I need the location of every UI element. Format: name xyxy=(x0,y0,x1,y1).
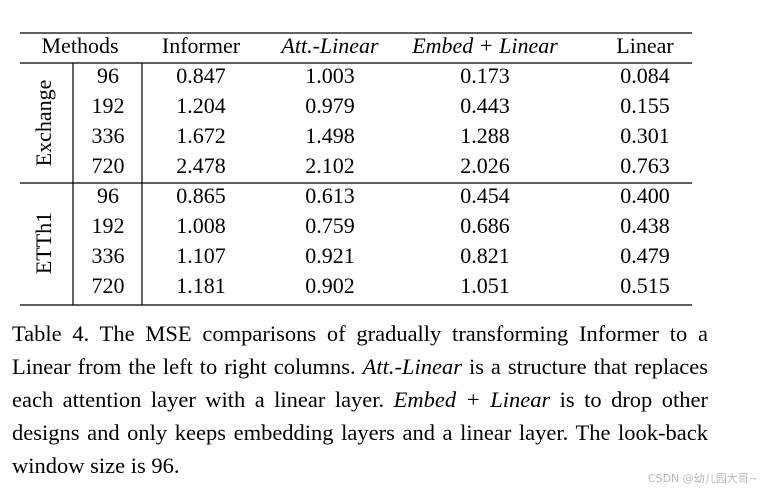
mse-cell: 0.686 xyxy=(460,213,510,238)
group-label: ETTh1 xyxy=(31,212,56,274)
mse-cell: 2.026 xyxy=(460,153,510,178)
mse-cell: 1.181 xyxy=(176,273,226,298)
mse-cell: 0.173 xyxy=(460,63,510,88)
horizon-cell: 96 xyxy=(97,183,119,208)
column-header: Att.-Linear xyxy=(279,33,379,58)
column-header: Informer xyxy=(162,33,241,58)
caption-text: Att.-Linear xyxy=(362,354,462,379)
mse-cell: 0.084 xyxy=(620,63,670,88)
results-table: Methods Informer Att.-Linear Embed + Linear… xyxy=(20,32,692,306)
mse-cell: 0.479 xyxy=(620,243,670,268)
horizon-cell: 336 xyxy=(92,123,125,148)
caption: Table 4. The MSE comparisons of graduall… xyxy=(12,317,708,482)
mse-cell: 0.979 xyxy=(305,93,355,118)
mse-cell: 1.204 xyxy=(176,93,226,118)
mse-cell: 0.921 xyxy=(305,243,355,268)
horizon-cell: 192 xyxy=(92,213,125,238)
mse-cell: 0.515 xyxy=(620,273,670,298)
column-header: Embed + Linear xyxy=(411,33,558,58)
mse-cell: 0.301 xyxy=(620,123,670,148)
mse-cell: 1.107 xyxy=(176,243,226,268)
caption-text: is to drop other designs and only keeps … xyxy=(12,387,708,478)
caption-text: Embed + Linear xyxy=(393,387,551,412)
mse-cell: 0.847 xyxy=(176,63,226,88)
mse-cell: 1.003 xyxy=(305,63,355,88)
mse-cell: 1.672 xyxy=(176,123,226,148)
mse-cell: 1.288 xyxy=(460,123,510,148)
horizon-cell: 192 xyxy=(92,93,125,118)
horizon-cell: 720 xyxy=(92,153,125,178)
mse-cell: 0.821 xyxy=(460,243,510,268)
mse-cell: 0.759 xyxy=(305,213,355,238)
mse-cell: 1.498 xyxy=(305,123,355,148)
mse-cell: 0.443 xyxy=(460,93,510,118)
mse-cell: 0.613 xyxy=(305,183,355,208)
mse-cell: 2.102 xyxy=(305,153,355,178)
horizon-cell: 96 xyxy=(97,63,119,88)
mse-cell: 0.438 xyxy=(620,213,670,238)
horizon-cell: 720 xyxy=(92,273,125,298)
mse-cell: 0.865 xyxy=(176,183,226,208)
caption-text: is a structure that replaces each attent… xyxy=(12,354,708,412)
mse-cell: 1.051 xyxy=(460,273,510,298)
mse-cell: 0.763 xyxy=(620,153,670,178)
column-header: Methods xyxy=(42,33,119,58)
watermark: CSDN @幼儿园大哥~ xyxy=(647,472,758,485)
caption-text: Table 4. The MSE comparisons of graduall… xyxy=(12,321,708,379)
mse-cell: 0.902 xyxy=(305,273,355,298)
mse-cell: 2.478 xyxy=(176,153,226,178)
mse-cell: 0.400 xyxy=(620,183,670,208)
mse-cell: 0.155 xyxy=(620,93,670,118)
mse-cell: 1.008 xyxy=(176,213,226,238)
horizon-cell: 336 xyxy=(92,243,125,268)
mse-cell: 0.454 xyxy=(460,183,510,208)
column-header: Linear xyxy=(616,33,674,58)
group-label: Exchange xyxy=(31,80,56,167)
